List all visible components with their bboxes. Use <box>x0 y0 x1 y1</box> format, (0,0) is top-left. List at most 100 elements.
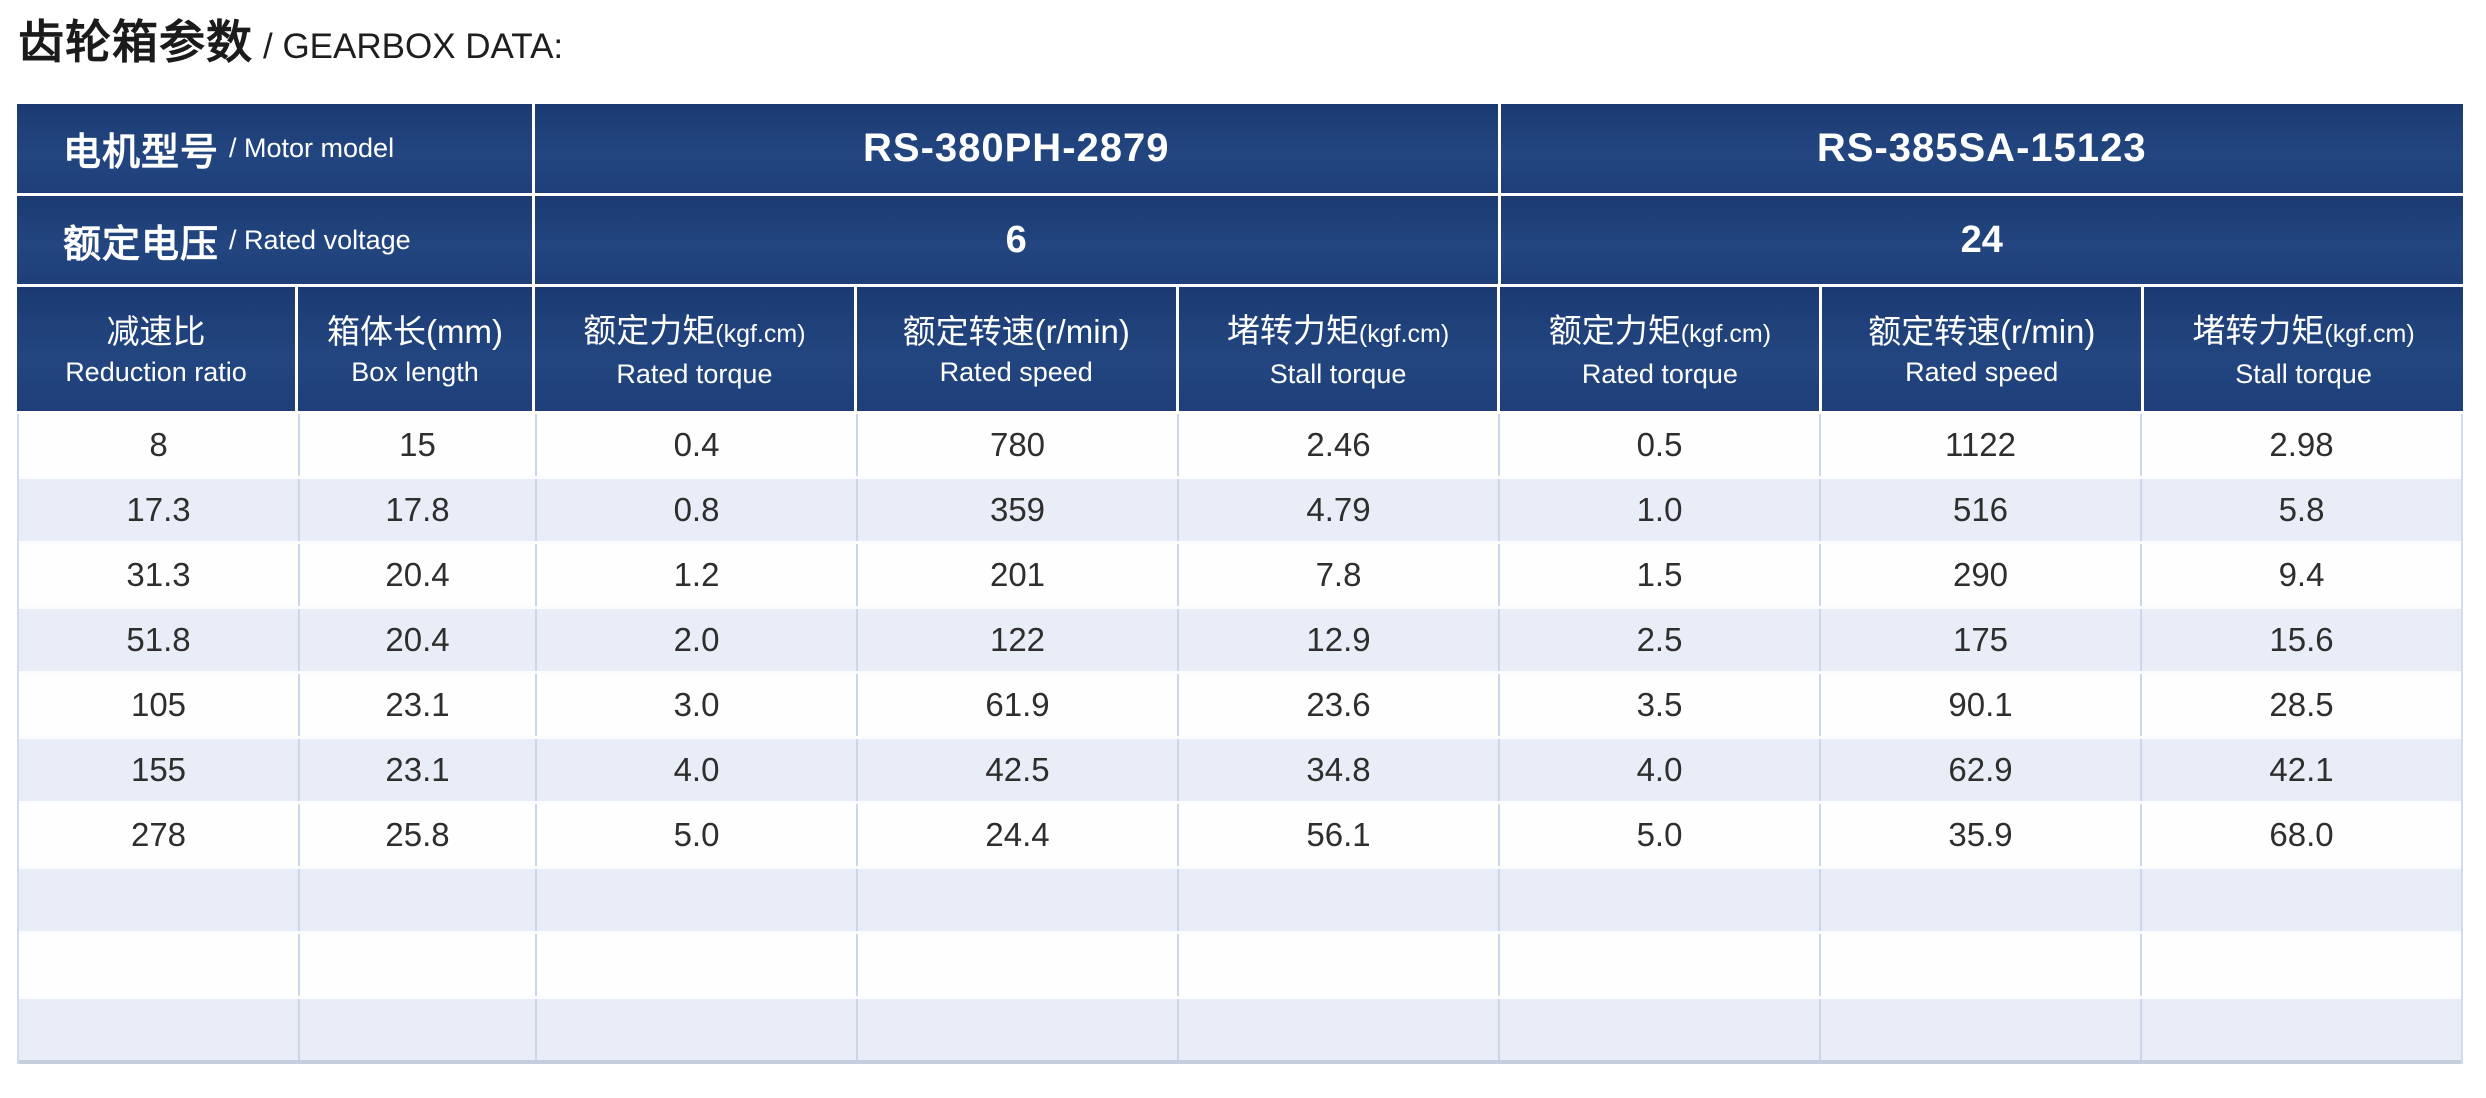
data-cell: 15.6 <box>2269 621 2334 658</box>
table-row: 31.3 20.4 1.2 201 7.8 1.5 290 9.4 <box>19 544 2461 609</box>
data-cell: 8 <box>19 414 300 476</box>
data-cell: 23.6 <box>1179 674 1500 736</box>
column-header-zh: 堵转力矩(kgf.cm) <box>1226 311 1450 349</box>
data-cell <box>1500 999 1821 1060</box>
data-cell: 1.2 <box>537 544 858 606</box>
data-cell <box>1821 999 2142 1060</box>
table-body: 8 15 0.4 780 2.46 0.5 1122 2.98 17.3 17.8 0.8 359 4.… <box>17 414 2463 1064</box>
data-cell: 34.8 <box>1179 739 1500 801</box>
data-cell: 2.98 <box>2269 426 2334 463</box>
data-cell: 1.0 <box>1500 479 1821 541</box>
column-header-unit: (kgf.cm) <box>1680 319 1772 348</box>
data-cell: 359 <box>858 479 1179 541</box>
data-cell: 35.9 <box>1821 804 2142 866</box>
motor-model-label-cell: 电机型号 / Motor model <box>17 104 535 196</box>
data-cell: 68.0 <box>2269 816 2334 853</box>
data-cell: 20.4 <box>300 544 537 606</box>
column-header-zh: 箱体长(mm) <box>327 313 503 350</box>
column-header-en: Rated speed <box>1905 357 2059 387</box>
data-cell <box>858 869 1179 931</box>
gearbox-table: 电机型号 / Motor model RS-380PH-2879 RS-385S… <box>17 104 2463 1064</box>
data-cell <box>1821 869 2142 931</box>
data-cell: 17.3 <box>19 479 300 541</box>
table-row: 51.8 20.4 2.0 122 12.9 2.5 175 15.6 <box>19 609 2461 674</box>
rated-voltage-row: 额定电压 / Rated voltage 6 24 <box>17 196 2463 287</box>
column-header-zh: 额定力矩(kgf.cm) <box>583 311 806 349</box>
table-row <box>19 999 2461 1064</box>
data-cell: 780 <box>858 414 1179 476</box>
data-cell: 15 <box>300 414 537 476</box>
data-cell: 201 <box>858 544 1179 606</box>
data-cell: 42.1 <box>2269 751 2334 788</box>
column-header-en: Stall torque <box>1269 358 1407 389</box>
data-cell: 12.9 <box>1179 609 1500 671</box>
column-header-en: Rated speed <box>939 357 1093 387</box>
data-cell <box>300 934 537 996</box>
data-cell: 9.4 <box>2278 556 2325 593</box>
data-cell: 516 <box>1821 479 2142 541</box>
data-cell <box>19 869 300 931</box>
rated-voltage-label-en: / Rated voltage <box>229 224 411 255</box>
data-cell: 0.4 <box>537 414 858 476</box>
motor-model-value-1: RS-380PH-2879 <box>535 104 1501 196</box>
data-cell: 90.1 <box>1821 674 2142 736</box>
column-header-cell: 减速比 Reduction ratio <box>17 287 298 414</box>
data-cell: 24.4 <box>858 804 1179 866</box>
data-cell <box>2142 934 2461 996</box>
data-cell: 7.8 <box>1179 544 1500 606</box>
column-header-cell: 堵转力矩(kgf.cm) Stall torque <box>1178 287 1501 414</box>
rated-voltage-label-zh: 额定电压 <box>63 223 220 266</box>
rated-voltage-value-1: 6 <box>535 196 1501 287</box>
motor-model-row: 电机型号 / Motor model RS-380PH-2879 RS-385S… <box>17 104 2463 196</box>
data-cell: 42.5 <box>858 739 1179 801</box>
data-cell: 61.9 <box>858 674 1179 736</box>
motor-model-label-en: / Motor model <box>229 133 395 163</box>
data-cell: 2.46 <box>1179 414 1500 476</box>
data-cell: 25.8 <box>300 804 537 866</box>
data-cell: 1.5 <box>1500 544 1821 606</box>
data-cell: 175 <box>1821 609 2142 671</box>
column-header-cell: 箱体长(mm) Box length <box>298 287 535 414</box>
data-cell: 5.0 <box>1500 804 1821 866</box>
column-header-en: Rated torque <box>616 358 773 389</box>
table-row: 17.3 17.8 0.8 359 4.79 1.0 516 5.8 <box>19 479 2461 544</box>
data-cell: 31.3 <box>19 544 300 606</box>
data-cell <box>858 934 1179 996</box>
data-cell <box>1179 869 1500 931</box>
data-cell <box>300 869 537 931</box>
data-cell: 278 <box>19 804 300 866</box>
data-cell: 17.8 <box>300 479 537 541</box>
column-header-cell: 额定转速(r/min) Rated speed <box>856 287 1179 414</box>
data-cell: 3.0 <box>537 674 858 736</box>
data-cell: 5.0 <box>537 804 858 866</box>
data-cell: 56.1 <box>1179 804 1500 866</box>
data-cell <box>1500 934 1821 996</box>
rated-voltage-value-2: 24 <box>1500 196 2463 287</box>
column-header-cell: 额定力矩(kgf.cm) Rated torque <box>535 287 857 414</box>
data-cell: 51.8 <box>19 609 300 671</box>
column-header-unit: (kgf.cm) <box>2324 319 2415 348</box>
data-cell <box>1500 869 1821 931</box>
column-header-zh: 额定转速(r/min) <box>1868 313 2096 350</box>
table-row <box>19 934 2461 999</box>
data-cell: 4.79 <box>1179 479 1500 541</box>
data-cell: 2.5 <box>1500 609 1821 671</box>
data-cell: 20.4 <box>300 609 537 671</box>
column-header-cell: 额定力矩(kgf.cm) Rated torque <box>1500 287 1823 414</box>
column-header-zh: 堵转力矩(kgf.cm) <box>2192 311 2415 349</box>
data-cell: 23.1 <box>300 674 537 736</box>
table-row: 8 15 0.4 780 2.46 0.5 1122 2.98 <box>19 414 2461 479</box>
data-cell <box>537 999 858 1060</box>
column-header-zh: 额定转速(r/min) <box>902 313 1130 350</box>
motor-model-label-zh: 电机型号 <box>63 132 220 174</box>
motor-model-value-2: RS-385SA-15123 <box>1500 104 2463 196</box>
data-cell: 4.0 <box>1500 739 1821 801</box>
column-header-en: Reduction ratio <box>65 357 247 387</box>
column-header-row: 减速比 Reduction ratio 箱体长(mm) Box length 额定力矩(… <box>17 287 2463 414</box>
page-title-zh: 齿轮箱参数 <box>18 16 253 68</box>
page-title: 齿轮箱参数 / GEARBOX DATA: <box>18 6 563 68</box>
data-cell: 1122 <box>1821 414 2142 476</box>
table-row: 278 25.8 5.0 24.4 56.1 5.0 35.9 68.0 <box>19 804 2461 869</box>
rated-voltage-label-cell: 额定电压 / Rated voltage <box>17 196 535 287</box>
data-cell <box>19 934 300 996</box>
